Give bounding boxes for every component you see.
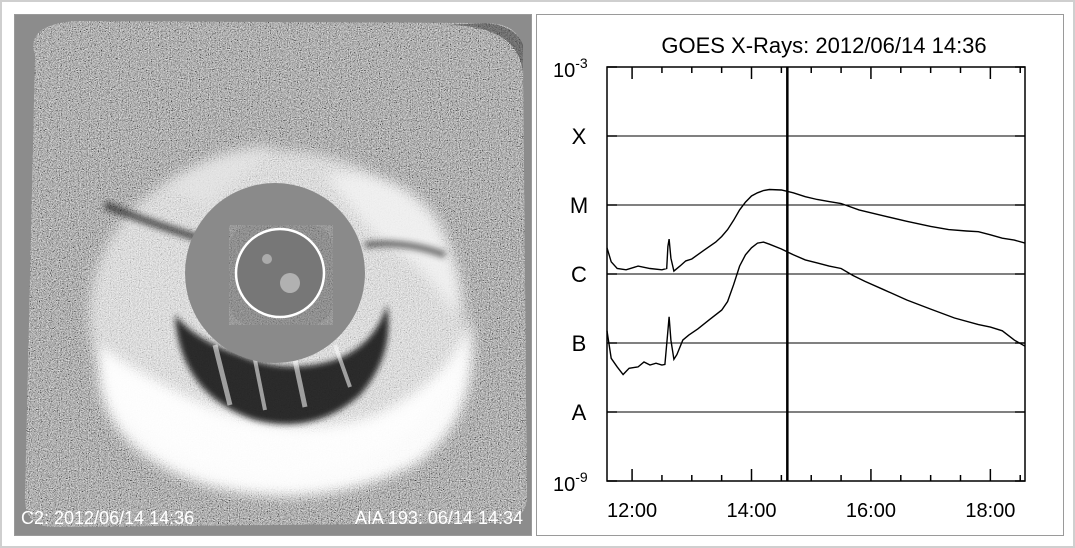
x-tick-label: 18:00 bbox=[965, 500, 1015, 522]
solar-limb bbox=[234, 227, 326, 319]
grid-layer bbox=[607, 135, 1025, 413]
goes-xray-chart: GOES X-Rays: 2012/06/14 14:36 X M C B A 10-3 1… bbox=[553, 33, 1026, 522]
y-top-label: 10-3 bbox=[553, 55, 588, 82]
ray-streaks bbox=[212, 344, 352, 411]
label-layer: X M C B A 10-3 10-9 12:00 14:00 16:00 18:00 bbox=[553, 55, 1015, 522]
class-label-b: B bbox=[572, 331, 587, 356]
chart-title: GOES X-Rays: 2012/06/14 14:36 bbox=[661, 33, 986, 58]
c2-timestamp-label: C2: 2012/06/14 14:36 bbox=[21, 508, 195, 528]
series-layer bbox=[606, 188, 1026, 376]
coronagraph-panel: C2: 2012/06/14 14:36 AIA 193: 06/14 14:3… bbox=[14, 14, 532, 536]
solar-disk bbox=[236, 229, 324, 317]
aia-timestamp-label: AIA 193: 06/14 14:34 bbox=[354, 508, 523, 528]
class-label-m: M bbox=[570, 193, 588, 218]
class-label-c: C bbox=[571, 262, 587, 287]
coronagraph-image bbox=[15, 15, 531, 535]
series-line-1 bbox=[606, 241, 1026, 376]
class-label-x: X bbox=[572, 124, 587, 149]
series-line-0 bbox=[606, 188, 1026, 273]
class-label-a: A bbox=[572, 400, 587, 425]
y-bottom-label: 10-9 bbox=[553, 469, 588, 496]
axes-layer bbox=[606, 66, 1026, 482]
x-tick-label: 12:00 bbox=[607, 500, 657, 522]
x-tick-label: 14:00 bbox=[726, 500, 776, 522]
x-tick-label: 16:00 bbox=[846, 500, 896, 522]
goes-chart-panel: GOES X-Rays: 2012/06/14 14:36 X M C B A 10-3 1… bbox=[536, 14, 1064, 536]
